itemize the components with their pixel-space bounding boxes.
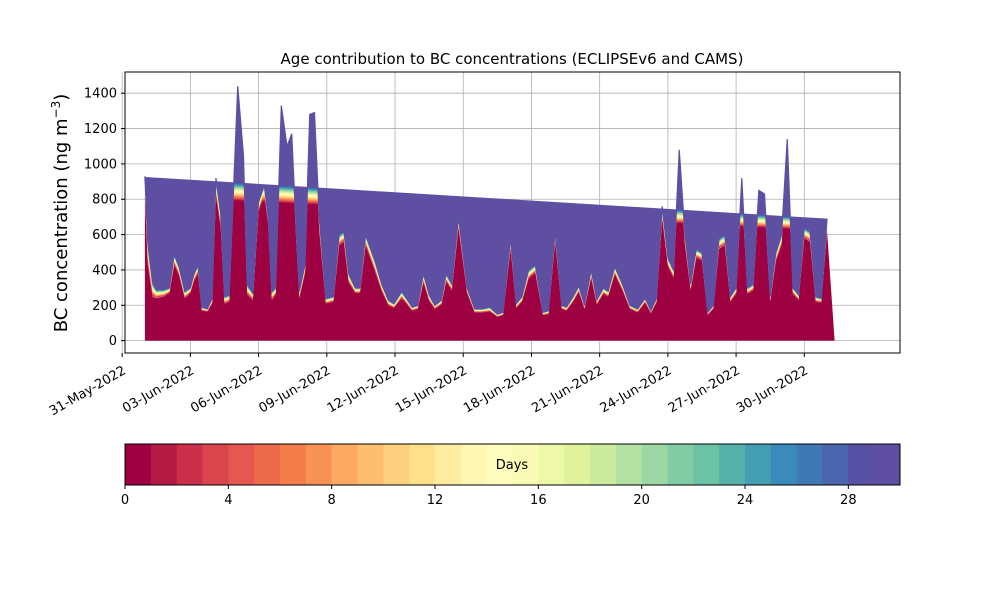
colorbar-ticks: 0 4 8 12 16 20 24 28 [121,485,857,508]
colorbar-band [719,444,746,485]
colorbar: Days 0 4 8 12 16 20 24 28 [121,443,901,508]
colorbar-band [228,444,255,485]
colorbar-band [435,444,462,485]
colorbar-band [770,444,798,485]
colorbar-band [667,444,694,485]
colorbar-band [202,444,229,485]
colorbar-band [693,444,720,485]
area-top-outline [144,86,828,315]
colorbar-band [486,444,513,485]
y-axis-label: BC concentration (ng m−3) [49,94,72,333]
colorbar-band [176,444,203,485]
colorbar-band [383,444,410,485]
colorbar-band [254,444,281,485]
colorbar-bands [125,444,901,485]
chart-title: Age contribution to BC concentrations (E… [281,50,744,68]
colorbar-band [538,444,565,485]
colorbar-tick-label: 20 [633,493,650,508]
colorbar-tick-label: 4 [224,493,232,508]
colorbar-band [564,444,591,485]
colorbar-band [874,444,901,485]
y-tick-label: 200 [92,299,117,314]
colorbar-band [460,444,488,485]
colorbar-band [615,444,643,485]
colorbar-band [331,444,358,485]
colorbar-band [848,444,875,485]
y-tick-label: 0 [109,334,117,349]
colorbar-band [357,444,384,485]
colorbar-band [745,444,772,485]
area-layers [144,86,835,341]
colorbar-tick-label: 8 [328,493,336,508]
y-tick-label: 600 [92,228,117,243]
y-axis-label-text: BC concentration (ng m [51,118,72,332]
colorbar-tick-label: 12 [427,493,444,508]
colorbar-band [641,444,668,485]
y-axis-label-superscript: −3 [49,101,63,119]
colorbar-tick-label: 28 [840,493,857,508]
colorbar-band [150,444,178,485]
y-tick-label: 800 [92,193,117,208]
area-layer-age-0 [144,96,835,341]
y-axis-ticks: 0 200 400 600 800 1000 1200 1400 [84,87,125,349]
colorbar-tick-label: 24 [737,493,754,508]
colorbar-tick-label: 16 [530,493,547,508]
colorbar-band [280,444,307,485]
y-axis-label-close: ) [51,94,72,101]
y-tick-label: 400 [92,263,117,278]
axes-frame [124,71,901,354]
colorbar-frame [124,443,901,486]
y-tick-label: 1400 [84,87,117,102]
y-tick-label: 1200 [84,122,117,137]
colorbar-band [125,444,152,485]
colorbar-band [590,444,617,485]
colorbar-band [305,444,333,485]
colorbar-band [512,444,539,485]
colorbar-band [409,444,436,485]
y-tick-label: 1000 [84,157,117,172]
colorbar-label: Days [496,458,529,473]
colorbar-band [796,444,823,485]
colorbar-band [822,444,849,485]
colorbar-tick-label: 0 [121,493,129,508]
